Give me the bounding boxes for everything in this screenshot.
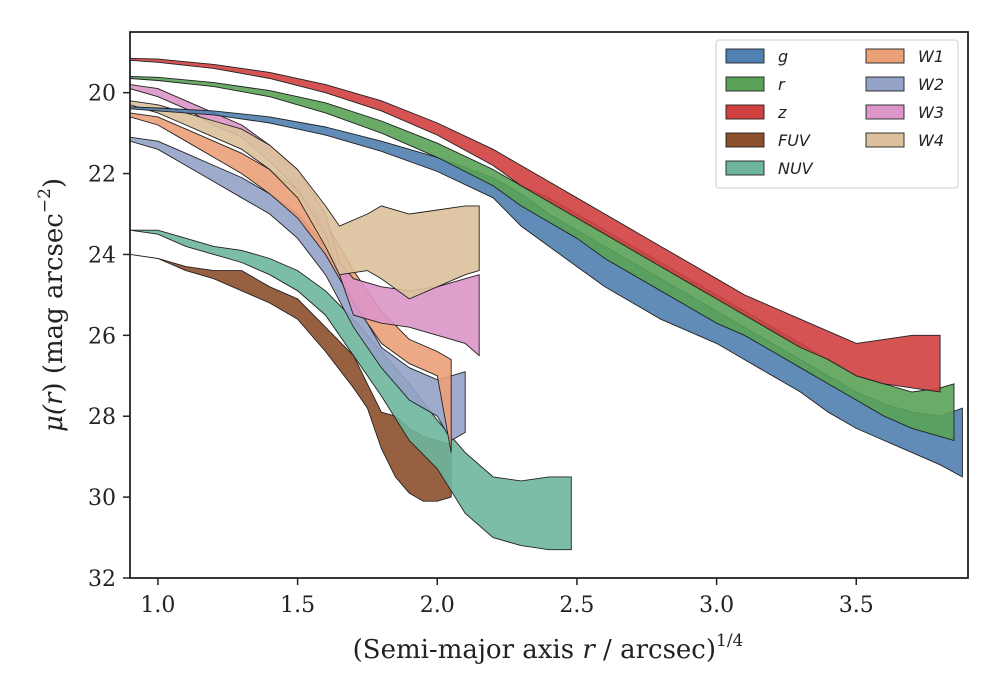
legend-swatch-g bbox=[725, 48, 765, 64]
legend-swatch-w2 bbox=[865, 76, 905, 92]
legend-label-fuv: FUV bbox=[778, 131, 811, 150]
band-w1 bbox=[130, 112, 452, 453]
legend-swatch-r bbox=[725, 76, 765, 92]
x-tick-label: 2.5 bbox=[559, 593, 594, 618]
x-axis-label: (Semi-major axis r / arcsec)1/4 bbox=[353, 631, 744, 665]
x-tick-label: 2.0 bbox=[420, 593, 455, 618]
y-tick-label: 20 bbox=[88, 82, 116, 107]
x-tick-label: 1.0 bbox=[140, 593, 175, 618]
legend-label-w2: W2 bbox=[918, 75, 944, 94]
legend: grz FUV NUV W1 W2 W3 W4 bbox=[715, 39, 959, 189]
legend-swatch-w1 bbox=[865, 48, 905, 64]
band-z bbox=[130, 57, 941, 393]
x-tick-label: 3.0 bbox=[699, 593, 734, 618]
legend-swatch-z bbox=[725, 104, 765, 120]
legend-label-w4: W4 bbox=[918, 131, 944, 150]
band-w4 bbox=[130, 100, 480, 300]
legend-label-nuv: NUV bbox=[778, 159, 814, 178]
legend-swatch-w4 bbox=[865, 132, 905, 148]
y-tick-label: 28 bbox=[88, 405, 116, 430]
legend-label-z: z bbox=[777, 103, 787, 122]
legend-label-r: r bbox=[778, 75, 786, 94]
y-tick-label: 30 bbox=[88, 486, 116, 511]
y-tick-label: 26 bbox=[88, 324, 116, 349]
legend-swatch-w3 bbox=[865, 104, 905, 120]
legend-swatch-fuv bbox=[725, 132, 765, 148]
legend-label-g: g bbox=[778, 47, 788, 66]
y-tick-label: 22 bbox=[88, 163, 116, 188]
y-axis-label: μ(r) (mag arcsec−2) bbox=[35, 178, 69, 432]
y-tick-label: 24 bbox=[88, 243, 116, 268]
plot-area bbox=[130, 57, 963, 551]
y-tick-label: 32 bbox=[88, 567, 116, 592]
legend-swatch-nuv bbox=[725, 160, 765, 176]
axes-frame bbox=[129, 31, 969, 579]
band-w2 bbox=[130, 136, 466, 442]
x-tick-label: 1.5 bbox=[280, 593, 315, 618]
band-nuv bbox=[130, 229, 572, 551]
legend-label-w1: W1 bbox=[918, 47, 944, 66]
axes: 1.0 1.5 2.0 2.5 3.0 3.5 20 22 24 26 28 30 32 bbox=[88, 31, 969, 618]
x-tick-label: 3.5 bbox=[839, 593, 874, 618]
legend-label-w3: W3 bbox=[918, 103, 944, 122]
